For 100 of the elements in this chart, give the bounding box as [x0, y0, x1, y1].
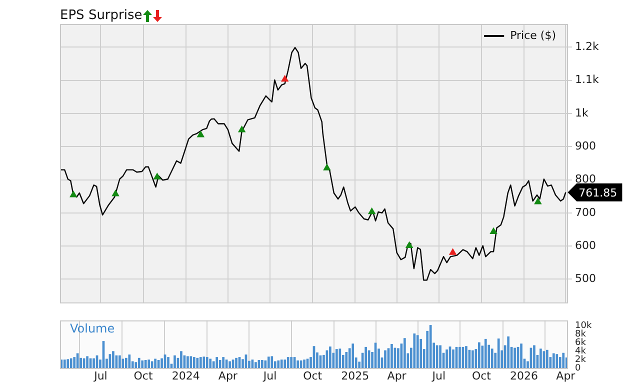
- bar: [112, 351, 114, 368]
- point: [238, 126, 246, 132]
- point: [196, 130, 205, 138]
- bar: [261, 360, 264, 368]
- bar: [216, 357, 218, 368]
- bar: [70, 358, 72, 368]
- bar: [507, 336, 510, 368]
- bar: [352, 344, 354, 368]
- bar: [329, 346, 332, 368]
- bar: [270, 356, 274, 368]
- bar: [63, 360, 66, 368]
- bar: [284, 360, 286, 368]
- point: [112, 190, 120, 196]
- y-tick-label: 1.2k: [575, 40, 600, 54]
- bar: [92, 358, 95, 368]
- bar: [134, 362, 138, 368]
- bar: [80, 358, 82, 368]
- bar: [546, 350, 548, 368]
- bar: [338, 348, 342, 368]
- bar: [212, 361, 215, 368]
- x-tick-label: Apr: [387, 369, 407, 382]
- legend-label: Price ($): [510, 28, 556, 42]
- bar: [497, 338, 500, 368]
- bar: [280, 360, 283, 368]
- bar: [202, 356, 206, 368]
- bar: [562, 352, 565, 368]
- bar: [186, 356, 189, 368]
- point: [448, 248, 457, 255]
- x-tick-label: 2024: [172, 369, 200, 382]
- point: [405, 241, 414, 248]
- bar: [552, 353, 555, 368]
- x-tick-label: Apr: [218, 369, 238, 382]
- bar: [458, 346, 461, 368]
- y-tick-label: 700: [575, 206, 596, 219]
- x-tick-label: 2025: [341, 369, 370, 382]
- y-tick-label: 2k: [575, 354, 587, 365]
- bar: [228, 361, 231, 368]
- bar: [144, 360, 147, 368]
- bar: [66, 359, 70, 368]
- bar: [452, 349, 454, 368]
- bar: [199, 357, 202, 368]
- bar: [484, 338, 487, 368]
- annotation: 761.85: [578, 186, 618, 200]
- y-tick-label: 800: [575, 172, 596, 186]
- bar: [160, 358, 163, 368]
- bar: [465, 346, 468, 368]
- bar: [196, 358, 199, 368]
- chart-title: EPS Surprise: [60, 8, 142, 23]
- y-tick-label: 1.1k: [575, 73, 600, 86]
- bar: [520, 344, 522, 368]
- bar: [514, 348, 516, 368]
- bar: [472, 350, 474, 368]
- bar: [222, 357, 224, 368]
- x-tick-label: Oct: [472, 369, 492, 382]
- bar: [490, 348, 494, 368]
- bar: [128, 354, 131, 368]
- bar: [416, 335, 419, 368]
- bar: [303, 360, 306, 368]
- y-tick-label: 600: [575, 238, 596, 252]
- bar: [384, 350, 386, 368]
- bar: [390, 344, 393, 368]
- y-tick-label: 0: [575, 363, 581, 374]
- bar: [336, 349, 338, 368]
- bar: [267, 356, 270, 368]
- point: [323, 164, 331, 170]
- bar: [277, 360, 280, 368]
- point: [368, 207, 376, 214]
- bar: [420, 338, 422, 368]
- bar: [322, 354, 325, 368]
- bar: [138, 358, 140, 368]
- bar: [86, 356, 88, 368]
- x-tick-label: Oct: [303, 369, 323, 382]
- bar: [141, 360, 144, 368]
- point: [490, 227, 498, 234]
- point: [534, 197, 542, 204]
- point: [280, 74, 289, 82]
- bar: [174, 355, 176, 368]
- point: [153, 172, 162, 180]
- x-tick-label: Apr: [556, 369, 576, 382]
- x-tick-label: Jul: [93, 369, 108, 382]
- bar: [478, 342, 480, 368]
- bar: [154, 358, 156, 368]
- bar: [193, 357, 196, 368]
- bar: [290, 357, 292, 368]
- y-tick-label: 4k: [575, 346, 587, 356]
- x-tick-label: Oct: [134, 369, 154, 382]
- bar: [533, 345, 536, 368]
- bar: [286, 357, 290, 368]
- x-tick-label: 2026: [510, 369, 538, 382]
- bar: [429, 325, 432, 368]
- bar: [345, 352, 348, 368]
- y-tick-label: 900: [575, 139, 596, 152]
- bar: [118, 355, 121, 368]
- bar: [148, 360, 150, 368]
- bar: [540, 348, 542, 368]
- bar: [404, 338, 406, 368]
- bar: [124, 358, 128, 368]
- bar: [364, 346, 367, 368]
- bar: [209, 358, 212, 368]
- bar: [206, 357, 208, 368]
